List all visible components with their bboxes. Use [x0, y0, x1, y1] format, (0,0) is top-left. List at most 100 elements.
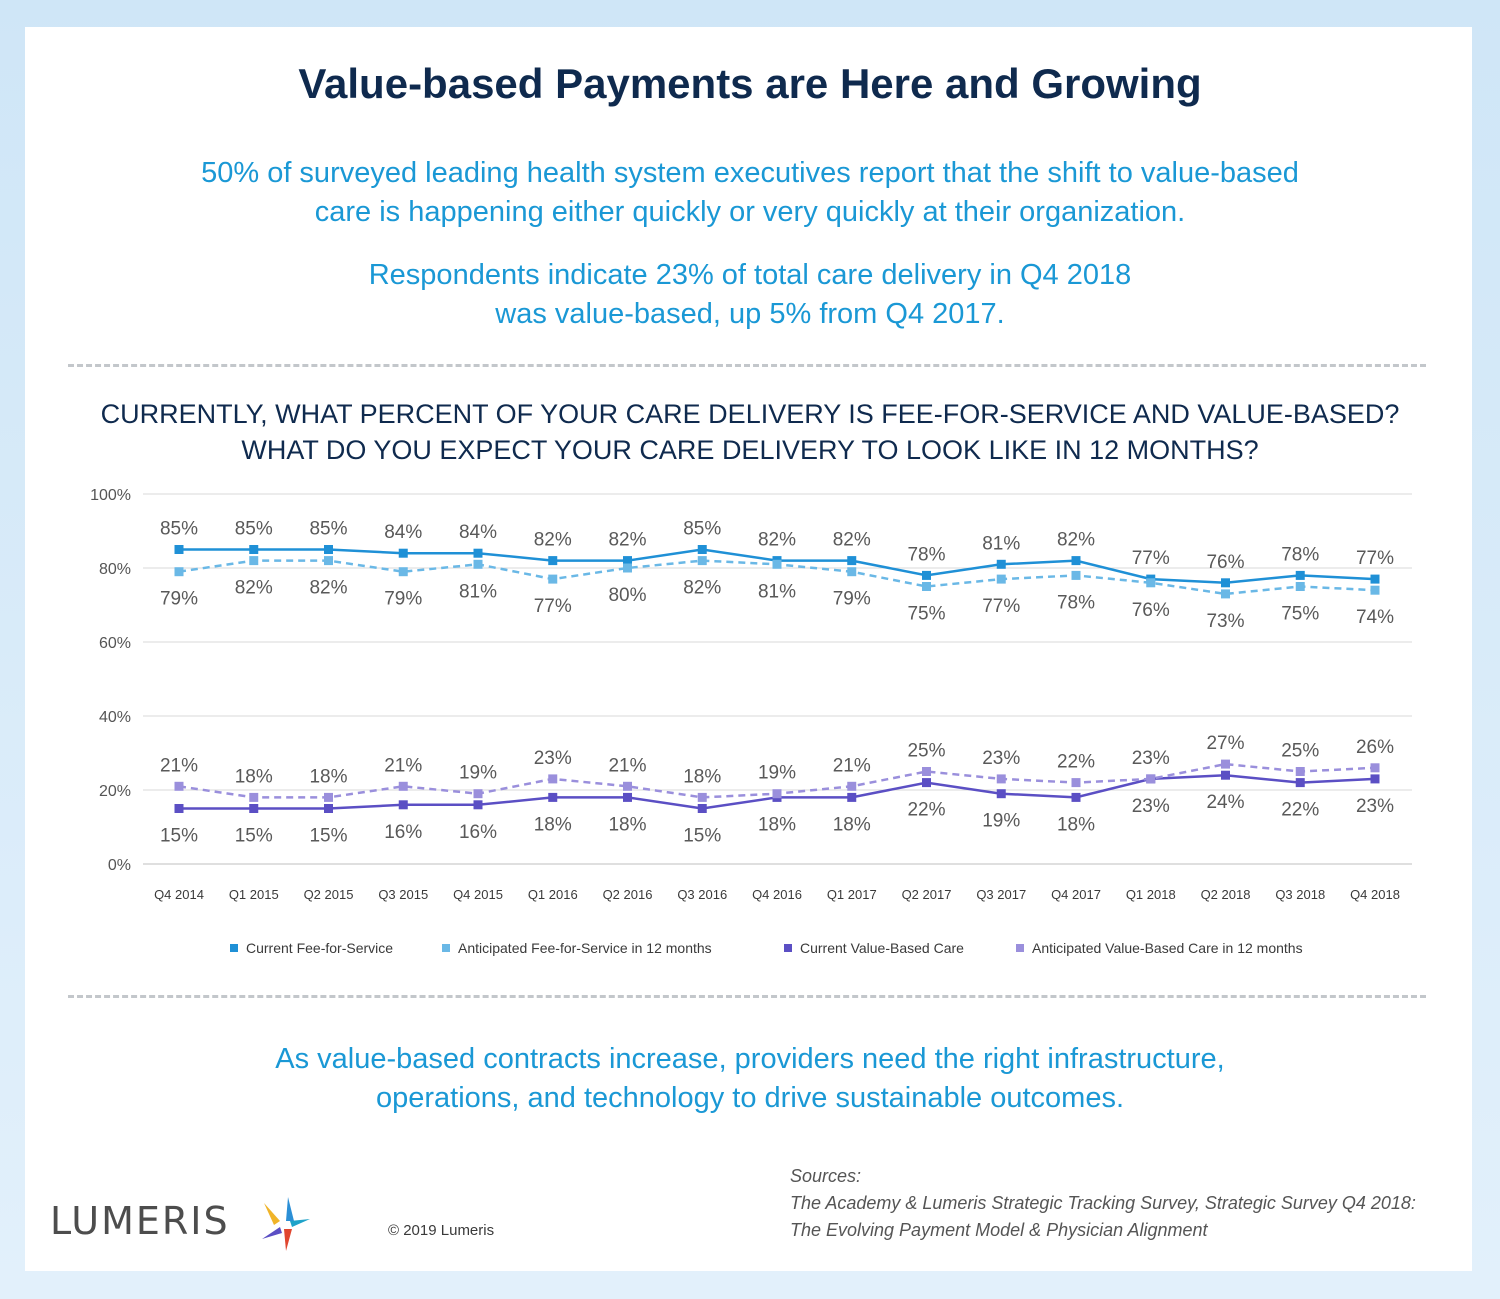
- data-point: [697, 792, 707, 802]
- closing-line-1: As value-based contracts increase, provi…: [275, 1043, 1225, 1075]
- data-label: 75%: [907, 604, 945, 625]
- data-point: [772, 789, 782, 799]
- data-label: 23%: [982, 748, 1020, 769]
- data-point: [847, 567, 857, 577]
- data-point: [398, 548, 408, 558]
- legend-item-current-ffs: Current Fee-for-Service: [230, 940, 393, 956]
- data-point: [1146, 578, 1156, 588]
- data-point: [996, 559, 1006, 569]
- data-label: 85%: [160, 519, 198, 540]
- data-point: [697, 804, 707, 813]
- data-label: 18%: [608, 814, 646, 835]
- x-tick-label: Q4 2017: [1051, 887, 1101, 902]
- x-tick-label: Q1 2018: [1126, 887, 1176, 902]
- data-label: 81%: [459, 581, 497, 602]
- data-label: 18%: [833, 814, 871, 835]
- data-point: [1295, 582, 1305, 591]
- x-tick-label: Q2 2016: [603, 887, 653, 902]
- data-label: 27%: [1206, 733, 1244, 754]
- data-point: [473, 548, 483, 558]
- data-label: 75%: [1281, 604, 1319, 625]
- lumeris-logo: LUMERIS: [50, 1195, 320, 1255]
- data-label: 85%: [683, 519, 721, 540]
- x-tick-label: Q2 2015: [304, 887, 354, 902]
- data-point: [249, 545, 259, 554]
- x-tick-label: Q1 2015: [229, 887, 279, 902]
- data-label: 74%: [1356, 607, 1394, 628]
- data-label: 21%: [160, 755, 198, 776]
- x-tick-label: Q4 2016: [752, 887, 802, 902]
- data-point: [1370, 574, 1380, 584]
- data-label: 82%: [683, 578, 721, 599]
- data-point: [548, 774, 558, 784]
- data-point: [174, 545, 184, 554]
- data-label: 73%: [1206, 611, 1244, 632]
- x-tick-label: Q4 2015: [453, 887, 503, 902]
- page-title: Value-based Payments are Here and Growin…: [298, 60, 1202, 107]
- sources-line-2: The Evolving Payment Model & Physician A…: [790, 1220, 1208, 1240]
- data-point: [1071, 556, 1081, 566]
- data-point: [1295, 570, 1305, 580]
- data-label: 76%: [1206, 552, 1244, 573]
- data-point: [1370, 774, 1380, 784]
- data-label: 21%: [608, 755, 646, 776]
- data-label: 78%: [1057, 592, 1095, 613]
- data-label: 19%: [758, 763, 796, 784]
- data-point: [1221, 759, 1230, 769]
- data-label: 26%: [1356, 737, 1394, 758]
- y-tick-label: 0%: [108, 857, 131, 874]
- data-point: [174, 567, 184, 577]
- legend-label-current-vbc: Current Value-Based Care: [800, 940, 964, 956]
- data-point: [996, 574, 1006, 584]
- data-label: 18%: [235, 766, 273, 787]
- data-point: [922, 570, 931, 580]
- divider-top: [68, 364, 1426, 367]
- x-tick-label: Q4 2014: [154, 887, 204, 902]
- y-tick-label: 60%: [99, 635, 131, 652]
- data-label: 77%: [1356, 548, 1394, 569]
- data-label: 82%: [235, 578, 273, 599]
- data-label: 23%: [1356, 796, 1394, 817]
- sources-label: Sources:: [790, 1166, 862, 1186]
- data-point: [324, 556, 333, 566]
- logo-wordmark: LUMERIS: [50, 1199, 230, 1243]
- data-point: [249, 556, 259, 566]
- data-label: 85%: [309, 519, 347, 540]
- data-point: [1221, 578, 1230, 588]
- sources: Sources: The Academy & Lumeris Strategic…: [790, 1163, 1470, 1244]
- legend-item-anticipated-ffs: Anticipated Fee-for-Service in 12 months: [442, 940, 712, 956]
- x-tick-label: Q3 2015: [378, 887, 428, 902]
- data-point: [174, 804, 184, 813]
- data-label: 77%: [534, 596, 572, 617]
- y-tick-label: 40%: [99, 709, 131, 726]
- data-label: 18%: [1057, 814, 1095, 835]
- copyright: © 2019 Lumeris: [388, 1222, 495, 1239]
- y-tick-label: 80%: [99, 561, 131, 578]
- data-label: 21%: [384, 755, 422, 776]
- data-label: 15%: [683, 826, 721, 847]
- data-label: 16%: [384, 822, 422, 843]
- sources-line-1: The Academy & Lumeris Strategic Tracking…: [790, 1193, 1416, 1213]
- data-label: 18%: [758, 814, 796, 835]
- data-point: [847, 792, 857, 802]
- data-label: 79%: [833, 589, 871, 610]
- data-label: 84%: [459, 522, 497, 543]
- data-label: 85%: [235, 519, 273, 540]
- legend-swatch-anticipated-vbc: [1016, 944, 1024, 952]
- data-label: 82%: [534, 530, 572, 551]
- x-tick-label: Q4 2018: [1350, 887, 1400, 902]
- content-card: [25, 27, 1472, 1271]
- legend-label-anticipated-vbc: Anticipated Value-Based Care in 12 month…: [1032, 940, 1303, 956]
- data-point: [548, 556, 558, 566]
- data-label: 78%: [907, 544, 945, 565]
- x-tick-label: Q1 2017: [827, 887, 877, 902]
- data-label: 15%: [235, 826, 273, 847]
- data-label: 18%: [534, 814, 572, 835]
- line-chart: 0% 20% 40% 60% 80% 100% Q4 2014 Q1 2015 Q2 2015 Q…: [90, 487, 1412, 902]
- star-logo-icon: [262, 1197, 310, 1251]
- data-point: [996, 774, 1006, 784]
- data-label: 21%: [833, 755, 871, 776]
- subtitle-line-2: care is happening either quickly or very…: [314, 196, 1186, 228]
- data-label: 82%: [833, 530, 871, 551]
- data-label: 22%: [1281, 800, 1319, 821]
